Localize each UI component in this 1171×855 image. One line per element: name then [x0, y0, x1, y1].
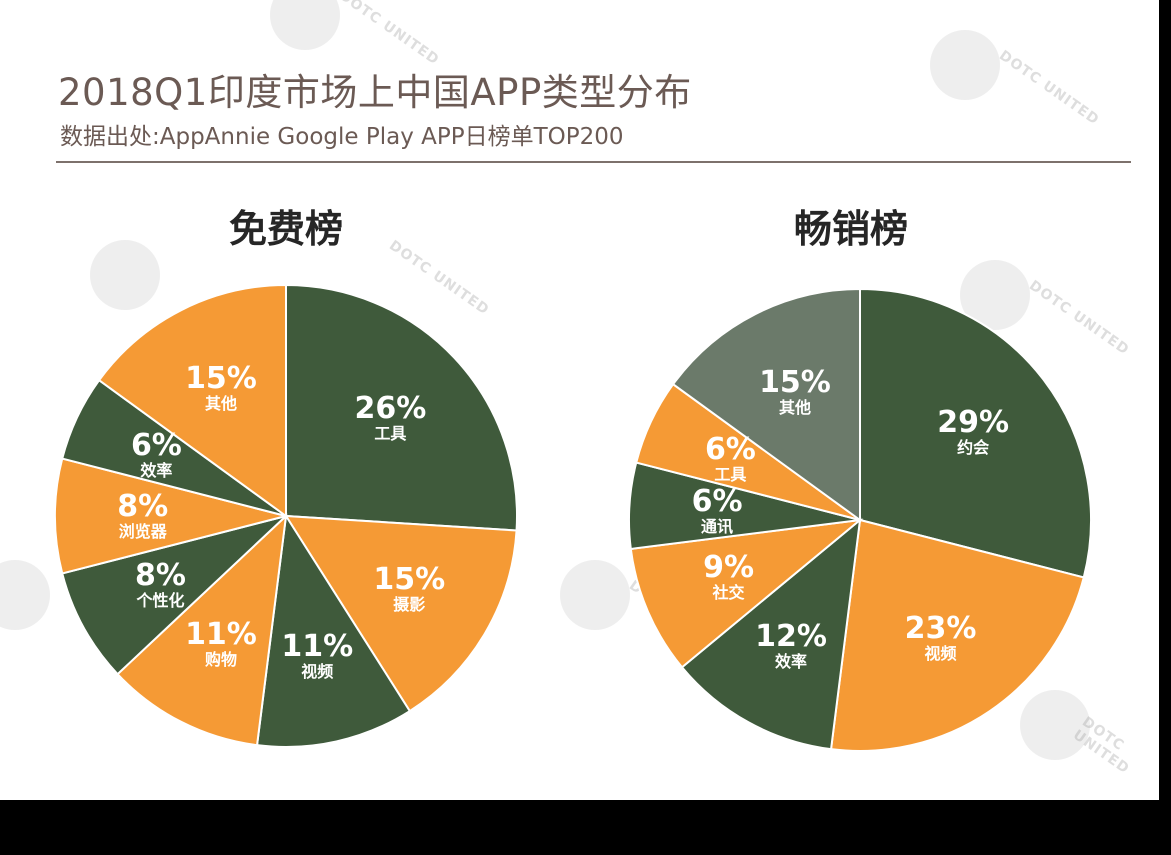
slice-percent: 15%: [759, 365, 831, 401]
page-subtitle: 数据出处:AppAnnie Google Play APP日榜单TOP200: [60, 124, 624, 150]
slice-label: 8% 浏览器: [93, 492, 193, 540]
page-title: 2018Q1印度市场上中国APP类型分布: [58, 71, 692, 114]
right-edge-band: [1159, 0, 1171, 800]
slice-category: 其他: [204, 394, 237, 414]
slice-label: 6% 工具: [680, 435, 780, 483]
slice-label: 11% 视频: [267, 628, 367, 681]
slice-percent: 6%: [704, 432, 756, 468]
slice-percent: 23%: [904, 611, 977, 647]
pie-slice: [284, 514, 518, 713]
slice-category: 效率: [774, 651, 807, 671]
slice-category: 视频: [301, 661, 334, 681]
pie-slice: [54, 457, 287, 575]
slice-category: 工具: [374, 423, 407, 443]
slice-percent: 9%: [703, 549, 755, 585]
slice-category: 通讯: [701, 517, 734, 536]
slice-category: 效率: [140, 461, 173, 481]
pie-slice: [285, 283, 518, 532]
slice-percent: 11%: [185, 616, 257, 652]
pie-slice: [859, 287, 1092, 579]
pie-slice: [255, 513, 412, 748]
pie-slice: [61, 515, 287, 676]
slice-percent: 8%: [135, 557, 186, 593]
slice-percent: 26%: [354, 390, 427, 426]
pie-slice: [629, 518, 864, 669]
slice-label: 9% 社交: [679, 549, 779, 602]
slice-percent: 15%: [373, 561, 446, 597]
slice-category: 视频: [924, 644, 957, 664]
slice-percent: 11%: [281, 628, 354, 664]
slice-category: 个性化: [136, 590, 185, 610]
slice-category: 其他: [778, 398, 811, 418]
slice-label: 15% 其他: [745, 368, 845, 416]
slice-category: 摄影: [393, 594, 426, 614]
slice-percent: 8%: [117, 489, 169, 524]
slice-label: 6% 效率: [106, 431, 206, 479]
slice-percent: 6%: [130, 428, 182, 464]
chart-title-grossing: 畅销榜: [793, 207, 908, 251]
slice-percent: 15%: [185, 361, 257, 397]
slice-percent: 6%: [691, 484, 743, 519]
slice-label: 6% 通讯: [667, 487, 767, 535]
pie-slice: [97, 283, 287, 518]
slice-percent: 12%: [755, 618, 827, 654]
slice-category: 工具: [714, 465, 747, 485]
pie-slice: [116, 513, 288, 747]
slice-label: 29% 约会: [923, 408, 1023, 456]
chart-title-free: 免费榜: [228, 207, 343, 251]
slice-label: 11% 购物: [171, 616, 271, 669]
pie-slice: [671, 287, 861, 522]
slice-category: 约会: [957, 438, 990, 458]
slide-canvas: DOTC UNITED DOTC UNITED DOTC UNITED DOTC…: [0, 0, 1171, 800]
slice-category: 社交: [712, 582, 745, 602]
slice-category: 浏览器: [118, 522, 167, 541]
slice-percent: 29%: [937, 405, 1010, 441]
slice-label: 8% 个性化: [110, 557, 210, 610]
divider: [56, 161, 1131, 163]
pie-slice: [680, 517, 862, 751]
slice-category: 购物: [204, 649, 237, 669]
slice-label: 12% 效率: [741, 618, 841, 671]
pie-slice: [829, 518, 1085, 752]
pie-charts: [54, 283, 1092, 752]
slice-label: 23% 视频: [891, 614, 991, 662]
slice-label: 26% 工具: [340, 390, 440, 443]
slice-label: 15% 摄影: [359, 561, 459, 614]
slice-label: 15% 其他: [171, 364, 271, 412]
